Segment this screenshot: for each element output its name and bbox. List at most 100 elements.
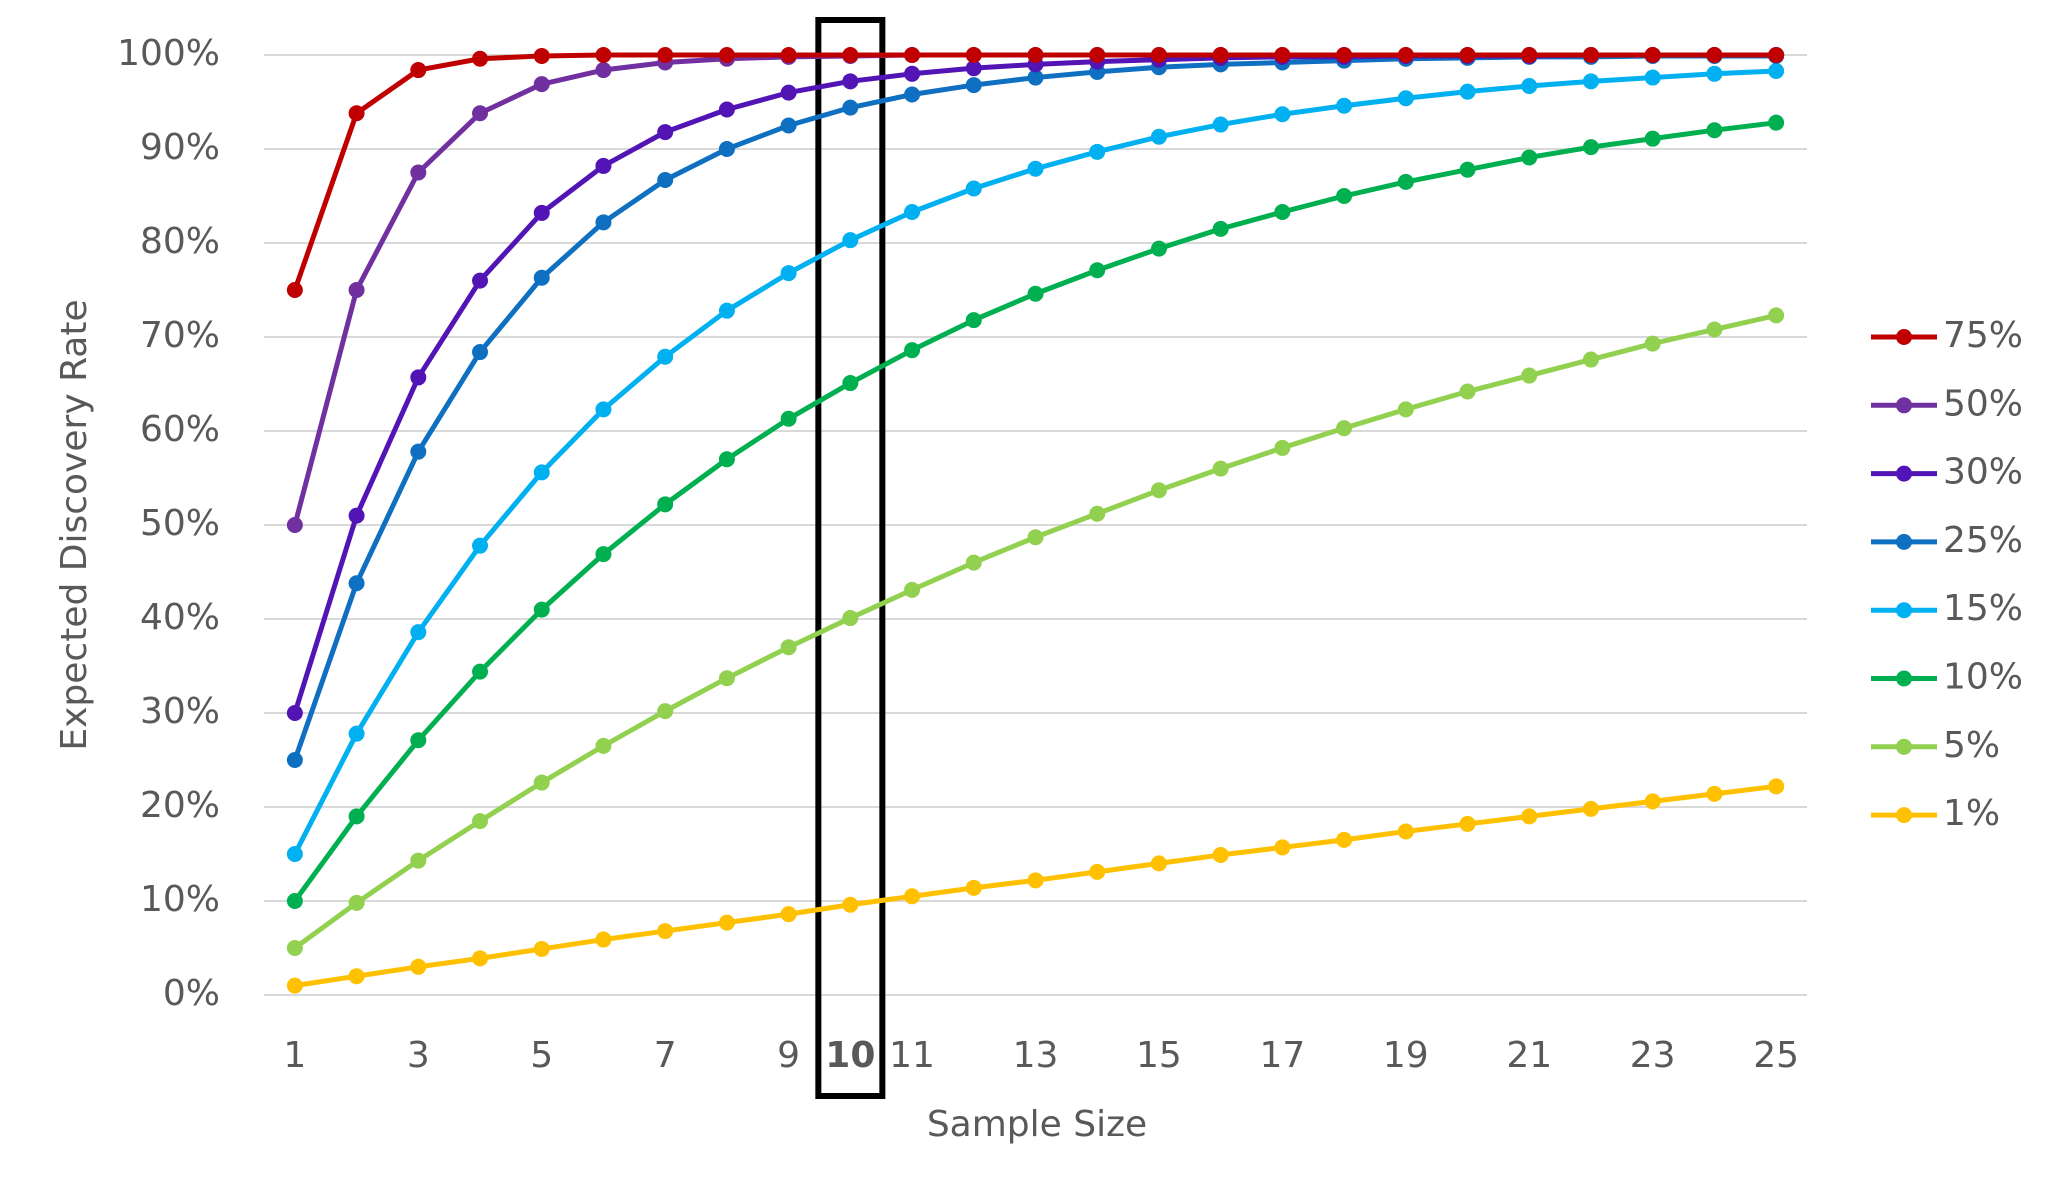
point bbox=[1706, 785, 1723, 802]
point bbox=[1274, 839, 1291, 856]
point bbox=[842, 232, 859, 249]
y-axis-title: Expected Discovery Rate bbox=[54, 299, 95, 750]
point bbox=[1027, 872, 1044, 889]
point bbox=[718, 141, 735, 157]
y-tick-label: 90% bbox=[140, 127, 220, 168]
legend-marker bbox=[1896, 533, 1912, 550]
y-tick-label: 10% bbox=[140, 879, 220, 920]
x-tick-label: 13 bbox=[1013, 1035, 1059, 1076]
point bbox=[1521, 47, 1538, 63]
point bbox=[1089, 505, 1106, 522]
point bbox=[1150, 482, 1167, 499]
point bbox=[472, 50, 489, 67]
point bbox=[780, 410, 797, 427]
point bbox=[1397, 823, 1414, 840]
point bbox=[904, 342, 921, 359]
y-tick-label: 70% bbox=[140, 315, 220, 356]
point bbox=[1521, 808, 1538, 825]
point bbox=[965, 312, 982, 329]
point bbox=[842, 47, 859, 63]
point bbox=[286, 846, 303, 862]
point bbox=[286, 517, 303, 533]
legend-label: 75% bbox=[1943, 315, 2023, 356]
point bbox=[286, 282, 303, 298]
x-tick-label: 25 bbox=[1753, 1035, 1799, 1076]
point bbox=[1150, 240, 1167, 257]
point bbox=[904, 47, 921, 63]
point bbox=[286, 705, 303, 721]
x-tick-label: 17 bbox=[1259, 1035, 1305, 1076]
point bbox=[1459, 815, 1476, 832]
point bbox=[965, 60, 982, 77]
point bbox=[1274, 439, 1291, 456]
point bbox=[1212, 460, 1229, 477]
point bbox=[965, 879, 982, 896]
point bbox=[904, 203, 921, 220]
point bbox=[780, 84, 797, 101]
y-tick-label: 60% bbox=[140, 409, 220, 450]
point bbox=[472, 663, 489, 680]
highlight-box bbox=[815, 17, 886, 1099]
point bbox=[1089, 143, 1106, 160]
point bbox=[657, 47, 674, 63]
point bbox=[718, 101, 735, 118]
point bbox=[1397, 47, 1414, 63]
point bbox=[1212, 220, 1229, 237]
point bbox=[286, 940, 303, 956]
point bbox=[1027, 529, 1044, 546]
point bbox=[718, 302, 735, 319]
series-line bbox=[292, 68, 1777, 856]
point bbox=[410, 852, 427, 869]
x-tick-label: 11 bbox=[889, 1035, 935, 1076]
point bbox=[1459, 161, 1476, 178]
point bbox=[657, 124, 674, 141]
point bbox=[657, 496, 674, 513]
point bbox=[718, 47, 735, 63]
legend-label: 50% bbox=[1943, 383, 2023, 424]
point bbox=[410, 443, 427, 460]
point bbox=[657, 703, 674, 720]
point bbox=[1582, 139, 1599, 156]
y-tick-label: 100% bbox=[117, 33, 220, 74]
point bbox=[780, 47, 797, 63]
point bbox=[1150, 128, 1167, 145]
point bbox=[1274, 47, 1291, 63]
x-tick-label: 3 bbox=[407, 1035, 430, 1076]
point bbox=[1150, 855, 1167, 872]
point bbox=[348, 282, 365, 298]
point bbox=[1027, 285, 1044, 302]
point bbox=[842, 73, 859, 90]
x-tick-label: 19 bbox=[1383, 1035, 1429, 1076]
y-tick-label: 30% bbox=[140, 691, 220, 732]
x-tick-label: 9 bbox=[777, 1035, 800, 1076]
point bbox=[1582, 73, 1599, 90]
point bbox=[472, 813, 489, 830]
point bbox=[965, 180, 982, 197]
x-tick-label: 1 bbox=[283, 1035, 306, 1076]
point bbox=[286, 752, 303, 768]
y-tick-label: 0% bbox=[163, 973, 220, 1014]
legend-label: 30% bbox=[1943, 452, 2023, 493]
point bbox=[595, 157, 612, 174]
legend-marker bbox=[1896, 465, 1912, 482]
point bbox=[1706, 47, 1723, 63]
point bbox=[410, 958, 427, 975]
point bbox=[472, 537, 489, 554]
point bbox=[472, 950, 489, 967]
point bbox=[595, 546, 612, 563]
point bbox=[533, 601, 550, 618]
y-tick-label: 40% bbox=[140, 597, 220, 638]
point bbox=[1336, 47, 1353, 63]
point bbox=[904, 86, 921, 103]
legend-marker bbox=[1896, 329, 1912, 345]
point bbox=[533, 940, 550, 957]
point bbox=[1089, 47, 1106, 63]
point bbox=[595, 47, 612, 63]
point bbox=[1706, 122, 1723, 139]
y-tick-label: 80% bbox=[140, 221, 220, 262]
point bbox=[595, 931, 612, 948]
point bbox=[348, 575, 365, 592]
legend-marker bbox=[1896, 397, 1912, 414]
point bbox=[348, 507, 365, 524]
point bbox=[1336, 97, 1353, 114]
